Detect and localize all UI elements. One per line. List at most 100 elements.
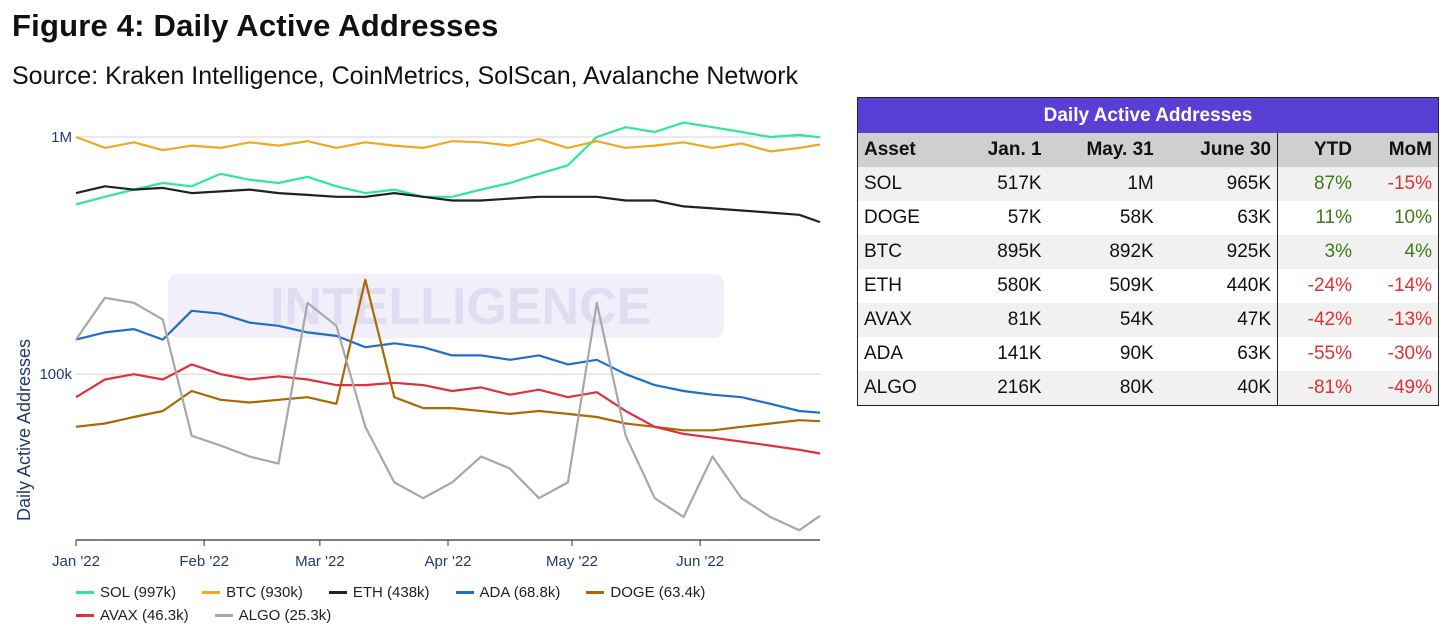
watermark-box xyxy=(168,274,724,338)
cell-mom: -13% xyxy=(1358,303,1439,337)
active-addresses-table: Daily Active Addresses Asset Jan. 1 May.… xyxy=(857,97,1439,406)
col-asset: Asset xyxy=(857,133,955,167)
legend-label: ETH (438k) xyxy=(352,584,430,601)
series-line-algo xyxy=(75,296,821,532)
cell-june30: 440K xyxy=(1226,275,1272,296)
axes: 100k 1M Jan '22 Feb '22 Mar '22 Apr '22 May '2… xyxy=(39,129,820,570)
x-tick-label: Apr '22 xyxy=(424,553,471,570)
series-lines xyxy=(75,121,821,532)
col-ytd: YTD xyxy=(1277,133,1358,167)
cell-mom: 10% xyxy=(1393,207,1432,228)
line-chart: INTELLIGENCE 100k 1M Jan '22 Feb '22 Mar '22… xyxy=(14,121,821,570)
cell-ytd: 87% xyxy=(1277,167,1358,201)
table-header-row: Asset Jan. 1 May. 31 June 30 YTD MoM xyxy=(857,133,1439,167)
cell-mom: -49% xyxy=(1358,371,1439,406)
cell-may31: 90K xyxy=(1119,343,1154,364)
cell-mom: 4% xyxy=(1358,235,1439,269)
x-tick-label: Feb '22 xyxy=(179,553,229,570)
legend-swatch xyxy=(455,591,474,594)
legend-swatch xyxy=(202,591,221,594)
cell-june30: 63K xyxy=(1237,207,1272,228)
table-row: ALGO 216K 80K 40K -81% -49% xyxy=(857,371,1439,406)
y-tick-label: 100k xyxy=(39,366,72,383)
cell-asset: ADA xyxy=(864,343,904,364)
col-may31: May. 31 xyxy=(1047,133,1160,167)
cell-june30: 925K xyxy=(1159,235,1278,269)
cell-jan1: 81K xyxy=(954,303,1048,337)
cell-asset: AVAX xyxy=(857,303,955,337)
legend-label: AVAX (46.3k) xyxy=(100,607,189,624)
legend-label: ADA (68.8k) xyxy=(479,584,561,601)
x-tick-label: May '22 xyxy=(546,553,598,570)
cell-jan1: 895K xyxy=(954,235,1048,269)
col-mom: MoM xyxy=(1358,133,1439,167)
legend-label: DOGE (63.4k) xyxy=(610,584,706,601)
table-row: AVAX 81K 54K 47K -42% -13% xyxy=(857,303,1439,337)
cell-ytd: 11% xyxy=(1277,201,1358,235)
legend: SOL (997k) BTC (930k) ETH (438k) ADA (68.8k… xyxy=(76,584,836,630)
cell-jan1: 57K xyxy=(1007,207,1042,228)
cell-june30: 47K xyxy=(1159,303,1278,337)
cell-ytd: -42% xyxy=(1277,303,1358,337)
y-tick-label: 1M xyxy=(51,129,72,146)
cell-mom: -30% xyxy=(1387,343,1432,364)
cell-asset: BTC xyxy=(857,235,955,269)
cell-may31: 80K xyxy=(1047,371,1160,406)
cell-ytd: -81% xyxy=(1277,371,1358,406)
table-row: SOL 517K 1M 965K 87% -15% xyxy=(857,167,1439,201)
cell-mom: -14% xyxy=(1387,275,1432,296)
figure-source: Source: Kraken Intelligence, CoinMetrics… xyxy=(12,62,799,90)
cell-ytd: 3% xyxy=(1277,235,1358,269)
legend-swatch xyxy=(214,614,233,617)
legend-row: SOL (997k) BTC (930k) ETH (438k) ADA (68.8k… xyxy=(76,584,836,601)
cell-june30: 965K xyxy=(1159,167,1278,201)
series-line-avax xyxy=(75,363,821,455)
cell-june30: 63K xyxy=(1237,343,1272,364)
legend-label: ALGO (25.3k) xyxy=(238,607,332,624)
series-line-eth xyxy=(75,185,821,224)
legend-swatch xyxy=(328,591,347,594)
legend-swatch xyxy=(76,591,94,594)
legend-item: SOL (997k) xyxy=(76,584,176,601)
table-caption: Daily Active Addresses xyxy=(857,97,1439,133)
x-tick-label: Jun '22 xyxy=(676,553,724,570)
figure-title: Figure 4: Daily Active Addresses xyxy=(12,8,499,43)
table-row: ETH 580K 509K 440K -24% -14% xyxy=(858,269,1439,303)
table-row: DOGE 57K 58K 63K 11% 10% xyxy=(858,201,1439,235)
series-line-sol xyxy=(75,121,821,206)
watermark-text: INTELLIGENCE xyxy=(270,278,651,336)
cell-asset: SOL xyxy=(857,167,955,201)
x-tick-label: Mar '22 xyxy=(295,553,345,570)
cell-may31: 892K xyxy=(1047,235,1160,269)
cell-mom: -15% xyxy=(1358,167,1439,201)
cell-jan1: 517K xyxy=(954,167,1048,201)
cell-may31: 509K xyxy=(1109,275,1154,296)
legend-swatch xyxy=(586,591,605,594)
col-june30: June 30 xyxy=(1159,133,1278,167)
table-row: BTC 895K 892K 925K 3% 4% xyxy=(857,235,1439,269)
cell-may31: 58K xyxy=(1119,207,1154,228)
x-tick-label: Jan '22 xyxy=(52,553,100,570)
y-axis-label: Daily Active Addresses xyxy=(14,339,34,521)
legend-swatch xyxy=(76,614,94,617)
col-jan1: Jan. 1 xyxy=(954,133,1048,167)
cell-jan1: 580K xyxy=(997,275,1042,296)
legend-item: DOGE (63.4k) xyxy=(586,584,705,601)
legend-label: SOL (997k) xyxy=(100,584,177,601)
legend-row: AVAX (46.3k) ALGO (25.3k) xyxy=(76,607,836,624)
cell-asset: DOGE xyxy=(864,207,920,228)
legend-label: BTC (930k) xyxy=(226,584,303,601)
table-row: ADA 141K 90K 63K -55% -30% xyxy=(858,337,1439,371)
cell-asset: ALGO xyxy=(857,371,955,406)
grid xyxy=(76,136,820,375)
legend-item: ALGO (25.3k) xyxy=(214,607,332,624)
cell-may31: 1M xyxy=(1047,167,1160,201)
cell-ytd: -55% xyxy=(1277,337,1358,371)
series-line-ada xyxy=(75,309,821,414)
cell-asset: ETH xyxy=(864,275,902,296)
series-line-doge xyxy=(75,278,821,432)
cell-ytd: -24% xyxy=(1277,269,1358,303)
legend-item: BTC (930k) xyxy=(202,584,303,601)
legend-item: AVAX (46.3k) xyxy=(76,607,189,624)
cell-june30: 40K xyxy=(1159,371,1278,406)
